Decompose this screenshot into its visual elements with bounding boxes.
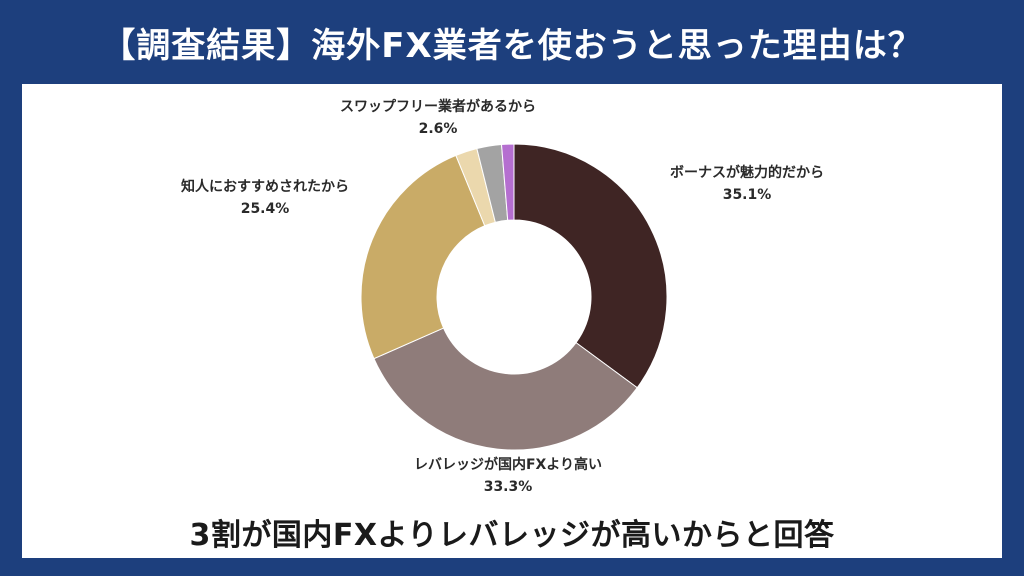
label-bonus: ボーナスが魅力的だから 35.1%	[632, 162, 862, 206]
donut-chart	[360, 143, 668, 451]
label-swap: スワップフリー業者があるから 2.6%	[318, 96, 558, 140]
chart-panel: ボーナスが魅力的だから 35.1% スワップフリー業者があるから 2.6% 知人…	[22, 84, 1002, 558]
label-swap-text: スワップフリー業者があるから	[340, 99, 536, 115]
donut-slice-5	[500, 143, 515, 221]
donut-slice-0	[513, 143, 668, 389]
label-friend: 知人におすすめされたから 25.4%	[150, 176, 380, 220]
label-bonus-text: ボーナスが魅力的だから	[670, 165, 824, 181]
donut-slice-1	[373, 327, 638, 451]
label-swap-value: 2.6%	[418, 121, 458, 137]
label-leverage-text: レバレッジが国内FXより高い	[413, 457, 603, 473]
page-title: 【調査結果】海外FX業者を使おうと思った理由は？	[101, 25, 923, 66]
label-leverage-value: 33.3%	[483, 479, 533, 495]
donut-slice-2	[360, 154, 486, 360]
label-friend-value: 25.4%	[240, 201, 290, 217]
summary-caption: 3割が国内FXよりレバレッジが高いからと回答	[189, 518, 835, 553]
label-leverage: レバレッジが国内FXより高い 33.3%	[378, 454, 638, 498]
label-friend-text: 知人におすすめされたから	[181, 179, 349, 195]
label-bonus-value: 35.1%	[722, 187, 772, 203]
